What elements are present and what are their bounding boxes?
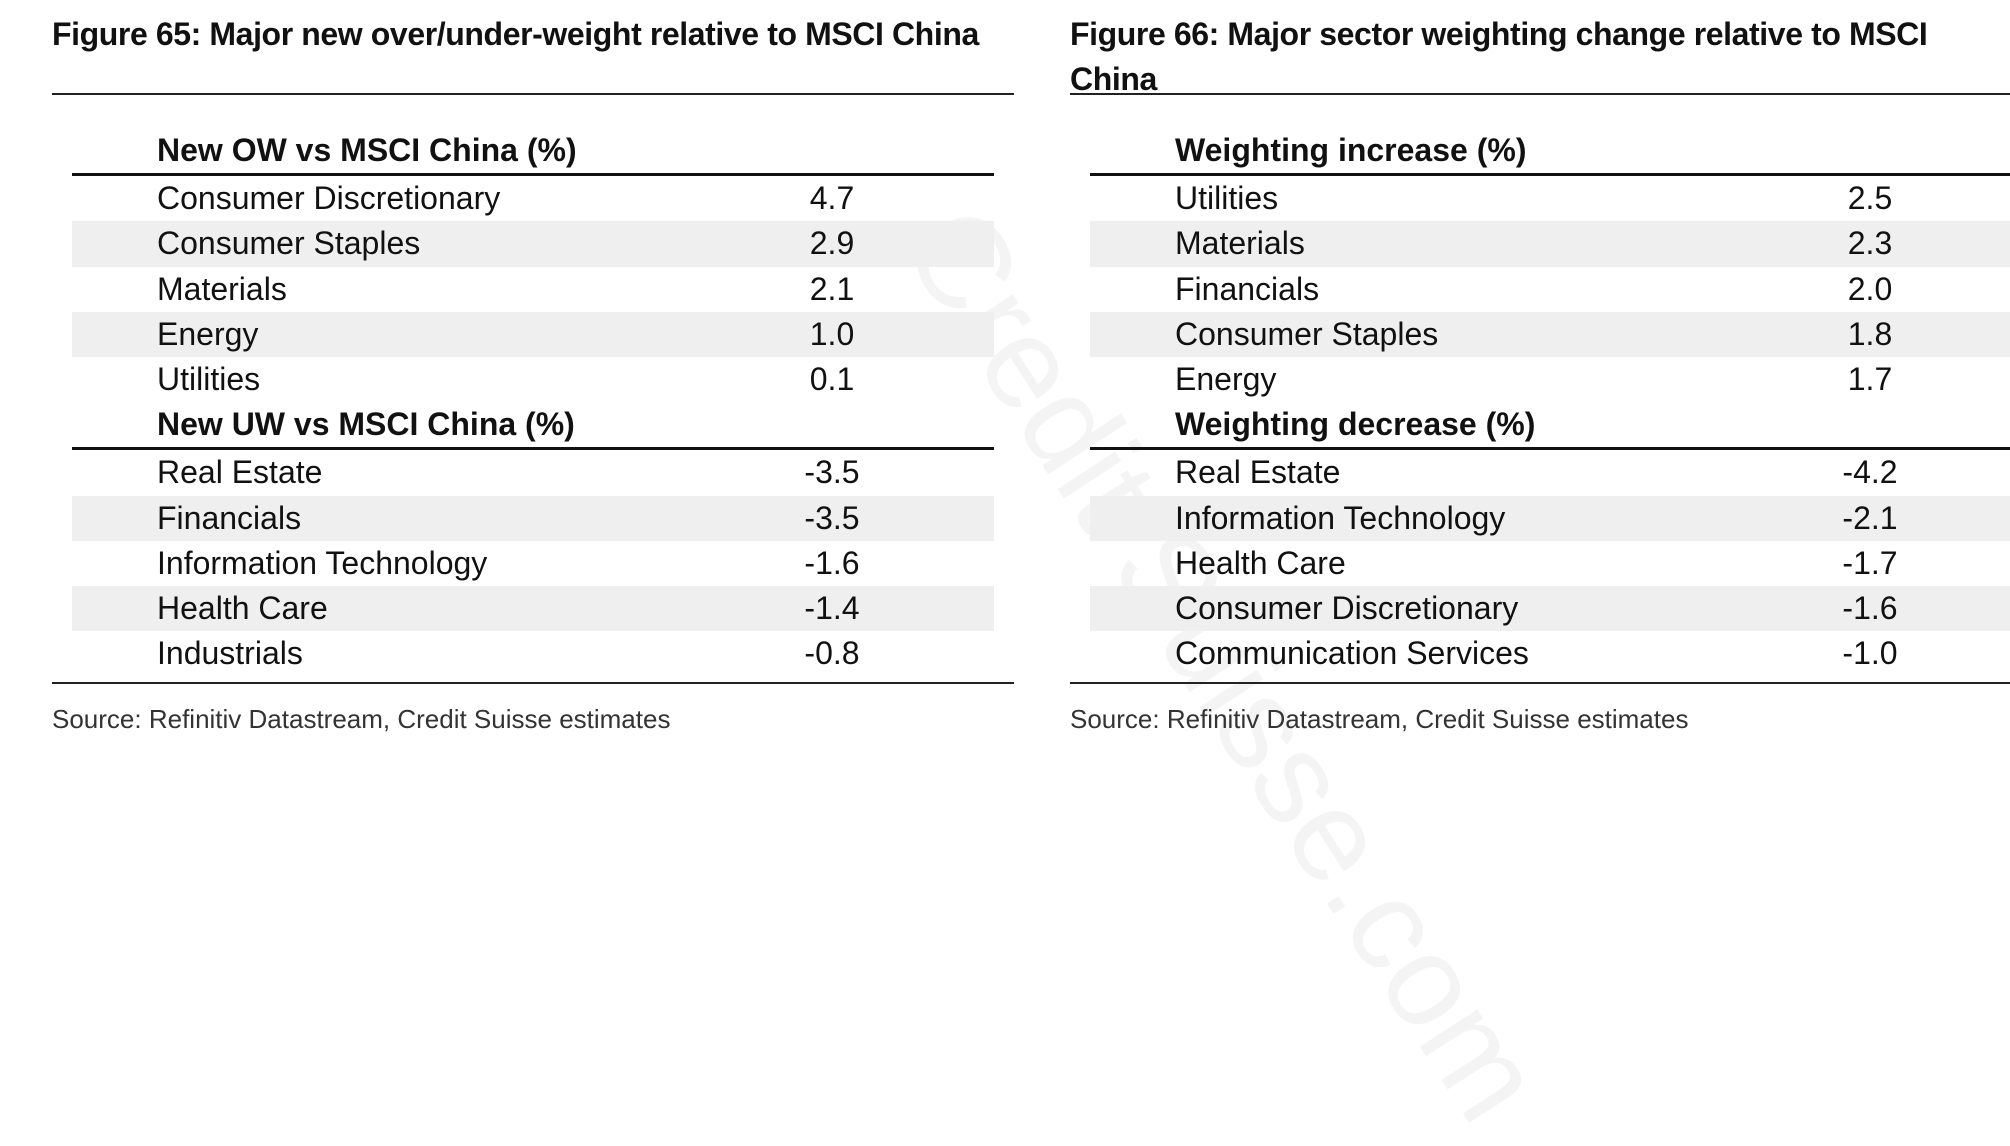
- table-section-header: Weighting increase (%): [1090, 128, 2010, 177]
- figure-title: Figure 66: Major sector weighting change…: [1070, 16, 1928, 97]
- table-row: Financials 2.0: [1090, 267, 2010, 312]
- row-value: -1.6: [804, 544, 860, 581]
- row-value: -0.8: [804, 635, 860, 672]
- row-label: Utilities: [157, 360, 261, 397]
- table-row: Health Care -1.4: [72, 585, 994, 632]
- row-label: Real Estate: [1175, 454, 1341, 491]
- row-value: -4.2: [1842, 454, 1898, 491]
- row-value: -1.4: [804, 589, 860, 626]
- figure-table: Weighting increase (%) Utilities 2.5 Materi…: [1090, 128, 2010, 676]
- row-label: Consumer Staples: [1175, 315, 1439, 352]
- row-value: 2.9: [809, 225, 855, 262]
- row-value: 2.3: [1847, 225, 1893, 262]
- row-label: Utilities: [1175, 180, 1279, 217]
- section-label: Weighting increase (%): [1175, 132, 1527, 168]
- table-section-header: Weighting decrease (%): [1090, 402, 2010, 451]
- section-label: Weighting decrease (%): [1175, 406, 1536, 443]
- row-label: Financials: [1175, 270, 1320, 307]
- table-row: Real Estate -3.5: [72, 450, 994, 495]
- row-label: Health Care: [1175, 544, 1346, 581]
- row-value: 4.7: [809, 180, 855, 217]
- row-label: Energy: [157, 315, 259, 352]
- table-section-header: New UW vs MSCI China (%): [72, 402, 994, 451]
- row-label: Consumer Staples: [157, 225, 421, 262]
- table-row: Financials -3.5: [72, 495, 994, 541]
- row-label: Industrials: [157, 635, 303, 672]
- row-label: Information Technology: [1175, 499, 1506, 536]
- row-value: -2.1: [1842, 499, 1898, 536]
- figure-table: New OW vs MSCI China (%) Consumer Discret…: [72, 128, 994, 676]
- table-row: Health Care -1.7: [1090, 541, 2010, 586]
- row-value: 0.1: [809, 360, 855, 397]
- row-value: 1.8: [1847, 315, 1893, 352]
- bottom-rule: [52, 682, 1014, 684]
- section-label: New UW vs MSCI China (%): [157, 406, 575, 443]
- table-row: Energy 1.7: [1090, 357, 2010, 402]
- figure-title: Figure 65: Major new over/under-weight r…: [52, 16, 979, 52]
- row-value: -1.7: [1842, 544, 1898, 581]
- table-row: Information Technology -2.1: [1090, 495, 2010, 541]
- table-row: Information Technology -1.6: [72, 541, 994, 586]
- top-rule: [52, 93, 1014, 95]
- row-value: -3.5: [804, 499, 860, 536]
- table-section-header: New OW vs MSCI China (%): [72, 128, 994, 177]
- row-value: 2.5: [1847, 180, 1893, 217]
- table-row: Industrials -0.8: [72, 631, 994, 676]
- row-label: Consumer Discretionary: [157, 180, 501, 217]
- row-label: Financials: [157, 499, 302, 536]
- bottom-rule: [1070, 682, 2010, 684]
- table-row: Consumer Discretionary -1.6: [1090, 585, 2010, 632]
- row-label: Consumer Discretionary: [1175, 589, 1519, 626]
- table-row: Energy 1.0: [72, 311, 994, 357]
- table-row: Materials 2.1: [72, 267, 994, 312]
- table-row: Consumer Staples 1.8: [1090, 311, 2010, 357]
- row-value: 1.0: [809, 315, 855, 352]
- row-label: Real Estate: [157, 454, 323, 491]
- section-label: New OW vs MSCI China (%): [157, 132, 577, 168]
- source-note: Source: Refinitiv Datastream, Credit Sui…: [52, 704, 671, 734]
- row-value: -1.0: [1842, 635, 1898, 672]
- top-rule: [1070, 93, 2010, 95]
- row-value: 1.7: [1847, 360, 1893, 397]
- table-row: Consumer Staples 2.9: [72, 221, 994, 267]
- row-value: 2.1: [809, 270, 855, 307]
- row-label: Information Technology: [157, 544, 488, 581]
- row-label: Health Care: [157, 589, 328, 626]
- row-label: Materials: [157, 270, 287, 307]
- row-value: 2.0: [1847, 270, 1893, 307]
- table-row: Consumer Discretionary 4.7: [72, 176, 994, 221]
- table-row: Utilities 0.1: [72, 357, 994, 402]
- table-row: Communication Services -1.0: [1090, 631, 2010, 676]
- table-row: Materials 2.3: [1090, 221, 2010, 267]
- table-row: Real Estate -4.2: [1090, 450, 2010, 495]
- row-value: -1.6: [1842, 589, 1898, 626]
- row-value: -3.5: [804, 454, 860, 491]
- row-label: Communication Services: [1175, 635, 1529, 672]
- row-label: Energy: [1175, 360, 1277, 397]
- source-note: Source: Refinitiv Datastream, Credit Sui…: [1070, 704, 1689, 734]
- table-row: Utilities 2.5: [1090, 176, 2010, 221]
- row-label: Materials: [1175, 225, 1305, 262]
